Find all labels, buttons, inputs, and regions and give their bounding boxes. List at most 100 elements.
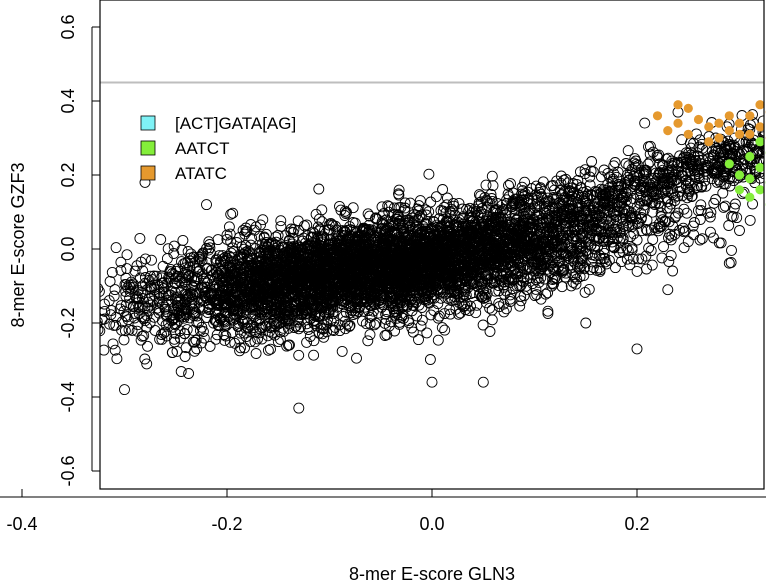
cloud-point bbox=[275, 215, 287, 227]
cloud-point bbox=[402, 315, 414, 326]
cloud-point bbox=[614, 226, 626, 238]
cloud-point bbox=[100, 324, 104, 335]
cloud-point bbox=[432, 334, 444, 346]
cloud-point bbox=[158, 282, 170, 294]
cloud-point bbox=[180, 342, 192, 354]
cloud-point bbox=[708, 232, 719, 244]
cloud-point bbox=[571, 273, 583, 285]
cloud-point bbox=[85, 365, 95, 375]
cloud-point bbox=[265, 343, 276, 355]
cloud-point bbox=[137, 288, 148, 300]
cloud-point bbox=[744, 214, 756, 226]
cloud-point bbox=[641, 263, 652, 275]
cloud-point bbox=[379, 225, 391, 237]
cloud-point bbox=[77, 282, 87, 292]
cloud-point bbox=[234, 231, 246, 243]
cloud-point bbox=[420, 204, 432, 216]
cloud-point bbox=[379, 317, 391, 329]
cloud-point bbox=[78, 351, 88, 361]
cloud-point bbox=[104, 275, 116, 287]
cloud-point bbox=[694, 234, 706, 246]
cloud-point bbox=[383, 206, 395, 218]
cloud-point bbox=[727, 211, 739, 223]
cloud-point bbox=[645, 245, 657, 257]
cloud-point bbox=[678, 203, 690, 215]
cloud-point bbox=[631, 234, 643, 246]
cloud-point bbox=[121, 263, 133, 275]
cloud-point bbox=[425, 196, 437, 208]
cloud-point bbox=[161, 306, 173, 318]
cloud-point bbox=[308, 335, 320, 347]
cloud-point bbox=[658, 241, 669, 253]
cloud-point bbox=[695, 205, 707, 216]
cloud-point bbox=[134, 232, 146, 244]
cloud-point bbox=[125, 276, 137, 288]
cloud-point bbox=[182, 292, 194, 304]
cloud-point bbox=[433, 310, 445, 322]
cloud-point bbox=[533, 276, 545, 288]
cloud-point bbox=[376, 201, 388, 213]
cloud-point bbox=[139, 272, 151, 283]
cloud-point bbox=[364, 210, 376, 222]
cloud-point bbox=[177, 234, 189, 246]
cloud-point bbox=[448, 200, 460, 212]
cloud-point bbox=[667, 265, 679, 277]
cloud-point bbox=[408, 300, 420, 311]
cloud-point bbox=[18, 328, 28, 338]
cloud-point bbox=[42, 333, 52, 343]
cloud-point bbox=[527, 278, 539, 290]
cloud-point bbox=[239, 342, 250, 354]
cloud-point bbox=[121, 249, 133, 261]
cloud-point bbox=[80, 287, 90, 297]
cloud-point bbox=[66, 297, 76, 307]
cloud-point bbox=[241, 226, 253, 237]
cloud-point bbox=[486, 170, 498, 182]
cloud-point bbox=[496, 205, 508, 217]
cloud-point bbox=[115, 256, 127, 268]
cloud-point bbox=[514, 300, 526, 312]
cloud-point bbox=[250, 221, 262, 233]
cloud-point bbox=[211, 329, 223, 341]
cloud-point bbox=[437, 184, 449, 195]
cloud-point bbox=[139, 315, 151, 327]
cloud-point bbox=[141, 310, 153, 321]
cloud-point bbox=[590, 230, 602, 242]
cloud-point bbox=[729, 198, 741, 210]
cloud-point bbox=[46, 326, 56, 336]
cloud-point bbox=[388, 202, 400, 214]
cloud-point bbox=[542, 287, 554, 299]
cloud-point bbox=[413, 334, 424, 346]
cloud-point bbox=[272, 229, 284, 241]
cloud-point bbox=[613, 247, 625, 259]
cloud-point bbox=[695, 199, 707, 211]
cloud-point bbox=[414, 195, 426, 207]
cloud-point bbox=[82, 310, 92, 320]
cloud-point bbox=[436, 322, 448, 334]
cloud-point bbox=[430, 191, 442, 203]
cloud-point bbox=[527, 269, 539, 281]
cloud-point bbox=[76, 352, 86, 362]
cloud-point bbox=[175, 366, 187, 377]
cloud-point bbox=[100, 286, 105, 297]
cloud-point bbox=[484, 302, 496, 314]
cloud-point bbox=[633, 253, 645, 265]
cloud-point bbox=[477, 284, 489, 296]
cloud-point bbox=[514, 280, 526, 292]
cloud-point bbox=[592, 241, 604, 253]
background-point-cloud bbox=[0, 106, 764, 414]
cloud-point bbox=[181, 324, 193, 336]
cloud-point bbox=[203, 244, 214, 256]
cloud-point bbox=[88, 324, 98, 334]
cloud-point bbox=[256, 333, 268, 345]
cloud-point bbox=[547, 274, 559, 285]
cloud-point bbox=[0, 319, 3, 329]
cloud-point bbox=[78, 323, 88, 333]
cloud-point bbox=[416, 314, 428, 326]
cloud-point bbox=[665, 250, 677, 261]
cloud-point bbox=[672, 207, 684, 219]
cloud-point bbox=[80, 329, 90, 339]
cloud-point bbox=[129, 265, 141, 277]
cloud-point bbox=[250, 326, 261, 338]
cloud-point bbox=[85, 337, 95, 347]
cloud-point bbox=[89, 288, 99, 298]
